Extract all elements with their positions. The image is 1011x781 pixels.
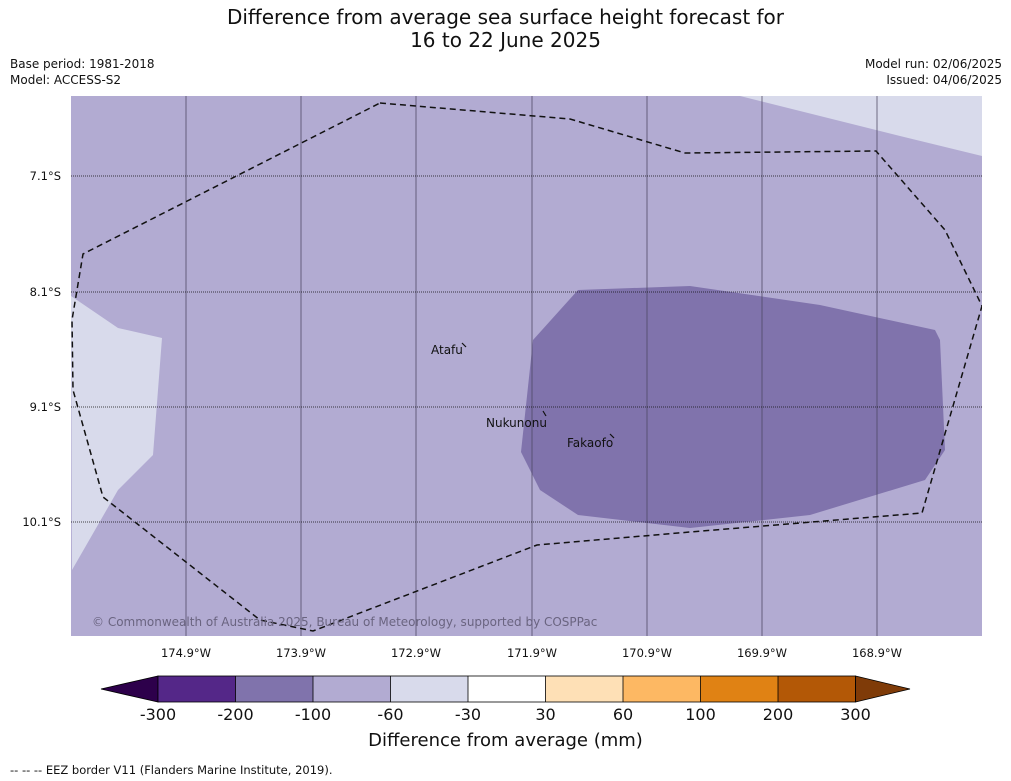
lat-label-4: 10.1°S bbox=[22, 515, 61, 529]
place-nukunonu: Nukunonu bbox=[486, 416, 547, 430]
lat-label-2: 8.1°S bbox=[29, 285, 61, 299]
colorbar-bin-6 bbox=[545, 676, 623, 702]
place-atafu: Atafu bbox=[431, 343, 463, 357]
lat-label-3: 9.1°S bbox=[29, 400, 61, 414]
lon-label-6: 169.9°W bbox=[736, 646, 788, 660]
colorbar-bin-8 bbox=[700, 676, 778, 702]
eez-border bbox=[71, 102, 982, 632]
island-atafu-shape bbox=[461, 342, 467, 348]
title-line-2: 16 to 22 June 2025 bbox=[410, 28, 601, 52]
colorbar-under-triangle bbox=[100, 675, 159, 703]
meridians bbox=[185, 96, 878, 636]
colorbar-tick-label: -30 bbox=[454, 705, 482, 724]
lon-label-2: 173.9°W bbox=[275, 646, 327, 660]
island-fakaofo-shape bbox=[609, 433, 615, 439]
colorbar-tick-label: 300 bbox=[840, 705, 871, 724]
colorbar-over-triangle bbox=[855, 675, 911, 703]
lat-label-1: 7.1°S bbox=[29, 169, 61, 183]
lon-label-4: 171.9°W bbox=[506, 646, 558, 660]
base-period: Base period: 1981-2018 bbox=[10, 57, 155, 71]
map-area: Atafu Nukunonu Fakaofo © Commonwealth of… bbox=[71, 96, 982, 636]
colorbar-bin-4 bbox=[390, 676, 468, 702]
colorbar-title: Difference from average (mm) bbox=[368, 730, 643, 751]
colorbar-bin-3 bbox=[313, 676, 391, 702]
light-region-left bbox=[71, 296, 162, 570]
meta-left: Base period: 1981-2018 Model: ACCESS-S2 bbox=[10, 56, 155, 88]
place-fakaofo: Fakaofo bbox=[567, 436, 613, 450]
colorbar-bin-2 bbox=[235, 676, 313, 702]
colorbar-tick-label: -200 bbox=[217, 705, 254, 724]
colorbar-outline bbox=[157, 675, 856, 703]
issued-date: Issued: 04/06/2025 bbox=[886, 73, 1002, 87]
title-line-1: Difference from average sea surface heig… bbox=[226, 5, 785, 29]
model-run: Model run: 02/06/2025 bbox=[864, 57, 1002, 71]
colorbar bbox=[100, 675, 911, 703]
colorbar-bin-5 bbox=[468, 676, 546, 702]
lon-label-3: 172.9°W bbox=[390, 646, 442, 660]
lon-label-1: 174.9°W bbox=[160, 646, 212, 660]
colorbar-tick-label: -100 bbox=[294, 705, 332, 724]
colorbar-bin-1 bbox=[158, 676, 236, 702]
colorbar-bin-7 bbox=[623, 676, 701, 702]
lon-label-7: 168.9°W bbox=[851, 646, 903, 660]
meta-right: Model run: 02/06/2025 Issued: 04/06/2025 bbox=[865, 56, 1002, 88]
colorbar-tick-label: 100 bbox=[685, 705, 716, 724]
map-title: Difference from average sea surface heig… bbox=[0, 6, 1011, 52]
lon-label-5: 170.9°W bbox=[621, 646, 673, 660]
colorbar-tick-label: 60 bbox=[612, 705, 634, 724]
colorbar-tick-label: 30 bbox=[535, 705, 556, 724]
colorbar-tick-label: -60 bbox=[377, 705, 404, 724]
copyright-text: © Commonwealth of Australia 2025, Bureau… bbox=[92, 615, 597, 629]
model-name: Model: ACCESS-S2 bbox=[10, 73, 122, 87]
light-region-top-right bbox=[740, 96, 982, 156]
colorbar-tick-label: 200 bbox=[762, 705, 794, 724]
eez-footnote: -- -- -- EEZ border V11 (Flanders Marine… bbox=[10, 763, 333, 777]
island-nukunonu-shape bbox=[542, 410, 547, 417]
colorbar-dividers bbox=[235, 676, 779, 702]
colorbar-bin-9 bbox=[778, 676, 856, 702]
colorbar-tick-label: -300 bbox=[139, 705, 177, 724]
